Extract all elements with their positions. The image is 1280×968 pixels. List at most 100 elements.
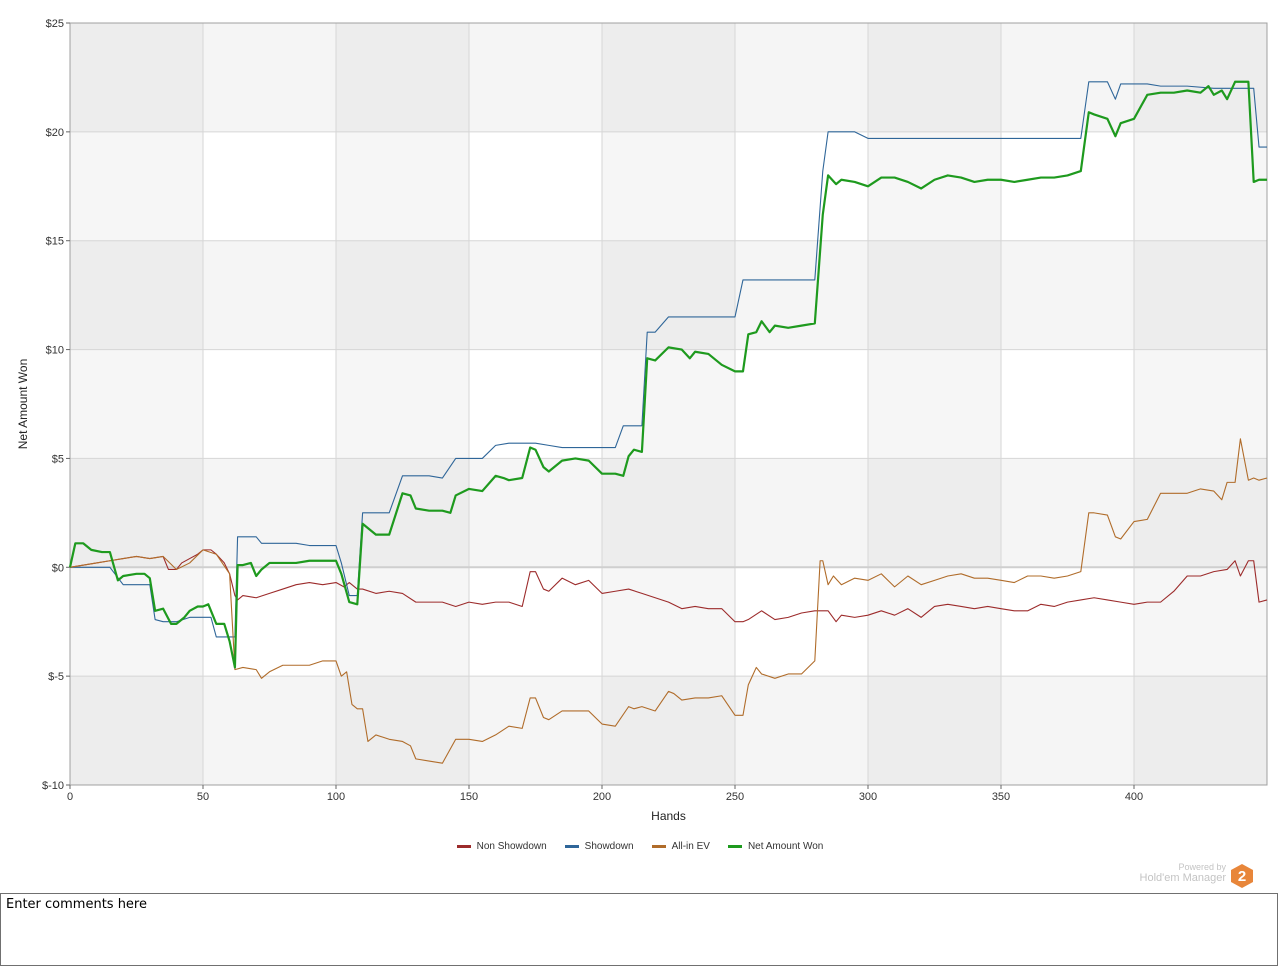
plot-band [336, 676, 469, 785]
x-tick-label: 250 [726, 791, 744, 803]
legend-label: Net Amount Won [747, 840, 824, 852]
plot-band [1134, 567, 1267, 677]
plot-band [1001, 240, 1134, 350]
legend-swatch [564, 844, 579, 848]
plot-band [1001, 349, 1134, 459]
plot-band [735, 131, 868, 241]
branding-text: Powered by Hold'em Manager [1140, 862, 1226, 884]
powered-by-label: Powered by [1178, 862, 1226, 872]
logo-glyph: 2 [1238, 868, 1246, 885]
plot-band [1134, 458, 1267, 568]
x-tick-label: 350 [992, 791, 1010, 803]
legend-item: Net Amount Won [727, 840, 824, 852]
comments-input[interactable]: Enter comments here [0, 893, 1278, 966]
y-tick-label: $25 [46, 18, 64, 30]
plot-band [203, 567, 336, 677]
legend-label: Showdown [584, 840, 634, 852]
x-tick-label: 400 [1125, 791, 1143, 803]
plot-band [336, 131, 469, 241]
y-tick-label: $0 [52, 562, 64, 574]
x-tick-label: 0 [67, 791, 73, 803]
legend-item: All-in EV [651, 840, 710, 852]
plot-band [469, 131, 602, 241]
y-axis-title: Net Amount Won [16, 359, 30, 450]
x-tick-label: 50 [197, 791, 209, 803]
plot-band [70, 676, 203, 785]
plot-band [336, 240, 469, 350]
plot-band [735, 567, 868, 677]
product-name: Hold'em Manager [1139, 872, 1226, 884]
plot-band [469, 349, 602, 459]
plot-band [469, 676, 602, 785]
plot-band [469, 458, 602, 568]
plot-band [1134, 676, 1267, 785]
plot-band [868, 23, 1001, 132]
plot-band [868, 458, 1001, 568]
legend-item: Non Showdown [456, 840, 547, 852]
powered-by-branding: Powered by Hold'em Manager 2 [1114, 862, 1254, 890]
plot-band [1134, 240, 1267, 350]
legend-swatch [651, 844, 666, 848]
plot-band [203, 458, 336, 568]
plot-band [602, 23, 735, 132]
plot-band [70, 23, 203, 132]
plot-band [735, 349, 868, 459]
plot-band [469, 23, 602, 132]
plot-band [336, 23, 469, 132]
plot-band [203, 240, 336, 350]
y-tick-label: $10 [46, 345, 64, 357]
plot-band [868, 131, 1001, 241]
plot-band [203, 131, 336, 241]
legend-swatch [456, 844, 471, 848]
plot-band [602, 131, 735, 241]
plot-band [70, 240, 203, 350]
plot-band [469, 240, 602, 350]
plot-band [70, 131, 203, 241]
plot-band [70, 458, 203, 568]
plot-band [868, 349, 1001, 459]
plot-band [336, 349, 469, 459]
legend-label: All-in EV [671, 840, 710, 852]
series-line-showdown [70, 81, 1267, 638]
legend-label: Non Showdown [476, 840, 547, 852]
plot-band [868, 567, 1001, 677]
legend-swatch [727, 844, 742, 848]
plot-band [1001, 131, 1134, 241]
plot-band [602, 676, 735, 785]
y-tick-label: $20 [46, 127, 64, 139]
plot-band [868, 240, 1001, 350]
chart-container: 0 50 100 150 200 250 300 350 400 $-10 $-5 $0 $5 $10 $1… [0, 18, 1280, 854]
y-tick-label: $-10 [42, 780, 64, 792]
x-tick-label: 200 [593, 791, 611, 803]
plot-band [602, 567, 735, 677]
plot-band [602, 349, 735, 459]
legend-item: Showdown [564, 840, 634, 852]
plot-band [70, 567, 203, 677]
plot-band [203, 23, 336, 132]
series-line-net-amount-won [68, 80, 1267, 669]
chart-legend: Non Showdown Showdown All-in EV Net Amount … [0, 838, 1280, 854]
x-tick-label: 150 [460, 791, 478, 803]
plot-border [69, 22, 1268, 786]
plot-band [1134, 23, 1267, 132]
series-line-all-in-ev [69, 438, 1268, 764]
plot-band [602, 240, 735, 350]
plot-band [203, 676, 336, 785]
plot-band [469, 567, 602, 677]
x-axis-title: Hands [651, 809, 686, 823]
plot-band [1134, 349, 1267, 459]
plot-band [1001, 567, 1134, 677]
y-tick-label: $15 [46, 236, 64, 248]
hem2-logo-icon: 2 [1231, 864, 1253, 888]
plot-band [203, 349, 336, 459]
plot-band [336, 567, 469, 677]
plot-band [868, 676, 1001, 785]
plot-band [70, 349, 203, 459]
plot-band [1001, 23, 1134, 132]
y-tick-label: $-5 [48, 671, 64, 683]
x-tick-label: 100 [327, 791, 345, 803]
plot-band [735, 676, 868, 785]
plot-band [602, 458, 735, 568]
plot-band [1001, 676, 1134, 785]
plot-band [735, 458, 868, 568]
